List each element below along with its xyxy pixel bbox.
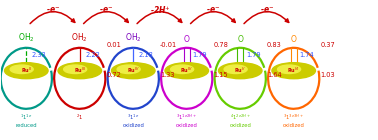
Text: -2H$^{+}$: -2H$^{+}$ [150,4,170,16]
Text: $^{2}1$: $^{2}1$ [76,113,84,122]
Text: 2.22: 2.22 [85,52,100,58]
Text: 1.64: 1.64 [267,72,282,78]
Circle shape [218,63,262,79]
Text: $^{3}1$$^{1e2H+}$
oxidized: $^{3}1$$^{1e2H+}$ oxidized [176,113,198,128]
Text: 0.78: 0.78 [214,42,229,48]
Text: 0.01: 0.01 [107,42,121,48]
Text: -e$^{-}$: -e$^{-}$ [46,6,60,15]
Text: 1.74: 1.74 [299,52,314,58]
Text: Ru$^{III}$: Ru$^{III}$ [74,66,86,75]
Text: 0.72: 0.72 [107,72,122,78]
Text: OH$_2$: OH$_2$ [125,31,142,44]
Circle shape [272,63,316,79]
Circle shape [112,63,155,79]
Circle shape [5,63,48,79]
Text: -0.01: -0.01 [160,42,177,48]
Circle shape [58,63,102,79]
Circle shape [165,63,209,79]
Text: $^{3}1$$^{1e}$
oxidized: $^{3}1$$^{1e}$ oxidized [122,113,144,128]
Circle shape [277,65,301,74]
Text: 1.15: 1.15 [214,72,228,78]
Text: Ru$^{IV}$: Ru$^{IV}$ [180,66,193,75]
Circle shape [224,65,247,74]
Text: 2.33: 2.33 [32,52,46,58]
Text: O: O [291,35,297,44]
Text: $^{1}1$$^{1e}$
reduced: $^{1}1$$^{1e}$ reduced [15,113,37,128]
Circle shape [170,65,194,74]
Text: Ru$^{II}$: Ru$^{II}$ [21,66,32,75]
Text: 1.33: 1.33 [160,72,175,78]
Text: Ru$^{V}$: Ru$^{V}$ [234,66,246,75]
Text: 0.83: 0.83 [267,42,282,48]
Text: -e$^{-}$: -e$^{-}$ [260,6,274,15]
Text: $^{4}1$$^{2e2H+}$
oxidized: $^{4}1$$^{2e2H+}$ oxidized [229,113,251,128]
Text: 0.37: 0.37 [321,42,335,48]
Text: 1.79: 1.79 [246,52,260,58]
Circle shape [64,65,87,74]
Text: OH$_2$: OH$_2$ [71,31,88,44]
Circle shape [10,65,33,74]
Text: O: O [184,35,190,44]
Text: Ru$^{IV}$: Ru$^{IV}$ [127,66,139,75]
Text: -e$^{-}$: -e$^{-}$ [99,6,114,15]
Text: -e$^{-}$: -e$^{-}$ [206,6,221,15]
Text: 2.18: 2.18 [139,52,153,58]
Text: OH$_2$: OH$_2$ [18,31,35,44]
Text: O: O [237,35,243,44]
Text: $^{3}1$$^{3e3H+}$
oxidized: $^{3}1$$^{3e3H+}$ oxidized [283,113,305,128]
Text: Ru$^{VI}$: Ru$^{VI}$ [287,66,300,75]
Text: 1.79: 1.79 [192,52,207,58]
Text: 1.03: 1.03 [321,72,335,78]
Circle shape [117,65,140,74]
